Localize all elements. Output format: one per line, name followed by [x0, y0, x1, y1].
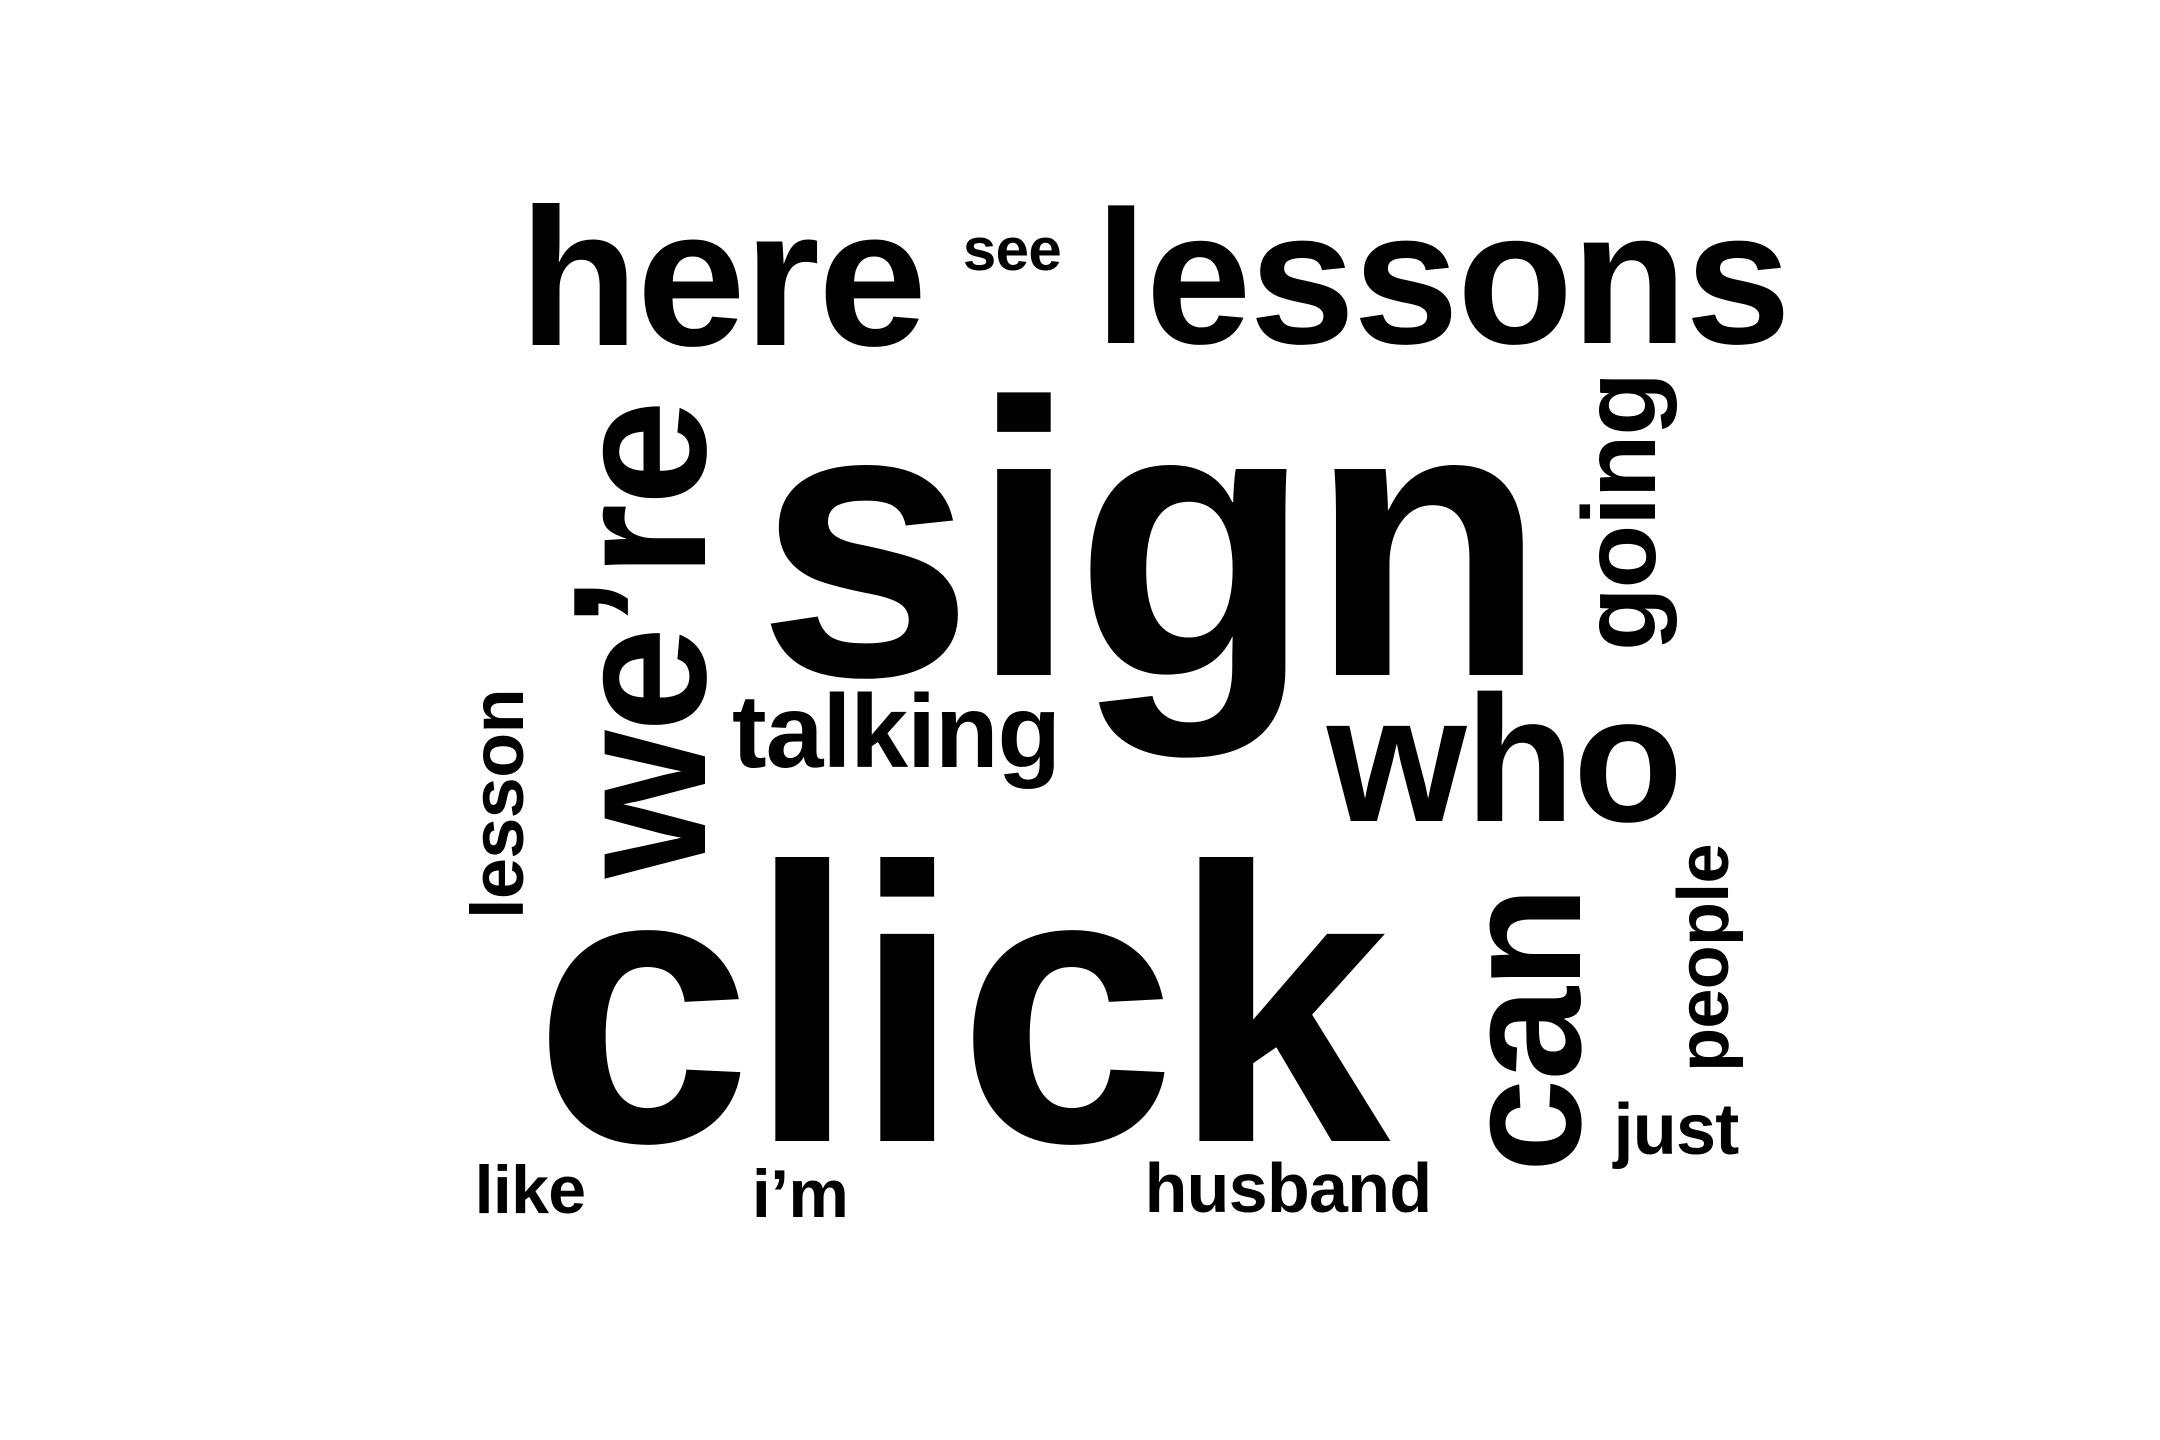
word-people: people: [1664, 844, 1744, 1072]
word-can: can: [1428, 887, 1616, 1173]
word-just: just: [1613, 1090, 1739, 1170]
word-click: click: [533, 787, 1390, 1225]
word-going: going: [1562, 373, 1678, 651]
word-husband: husband: [1144, 1149, 1432, 1227]
word-here: here: [518, 168, 927, 387]
word-sign: sign: [756, 322, 1547, 758]
word-lessons: lessons: [1094, 172, 1791, 384]
word-lesson: lesson: [456, 689, 539, 919]
word-who: who: [1326, 659, 1683, 860]
word-im: i’m: [751, 1156, 849, 1232]
word-like: like: [474, 1152, 586, 1228]
word-see: see: [962, 216, 1062, 283]
word-talking: talking: [732, 674, 1061, 790]
